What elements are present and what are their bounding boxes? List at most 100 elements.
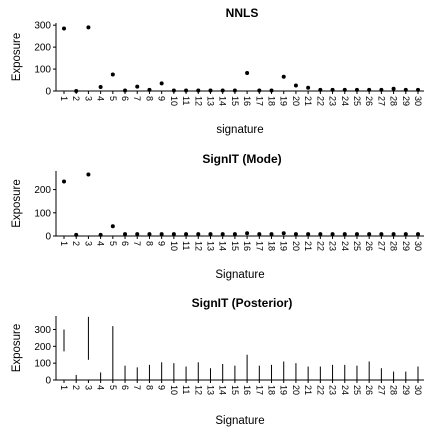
panel-title: SignIT (Mode) <box>202 152 281 166</box>
x-tick-label: 28 <box>389 241 399 251</box>
data-point <box>257 88 262 93</box>
x-tick-label: 24 <box>340 385 350 395</box>
data-point <box>293 232 298 237</box>
data-point <box>171 232 176 237</box>
x-tick-label: 19 <box>279 385 289 395</box>
x-tick-label: 20 <box>291 385 301 395</box>
x-tick-label: 18 <box>267 96 277 106</box>
x-tick-label: 1 <box>59 241 69 246</box>
x-tick-label: 6 <box>120 385 130 390</box>
data-point <box>342 232 347 237</box>
x-tick-label: 21 <box>303 96 313 106</box>
x-tick-label: 12 <box>193 96 203 106</box>
y-tick-label: 100 <box>34 359 51 370</box>
x-tick-label: 29 <box>401 385 411 395</box>
y-tick-label: 300 <box>34 21 51 32</box>
x-tick-label: 25 <box>352 385 362 395</box>
data-point <box>416 232 420 237</box>
x-tick-label: 18 <box>267 385 277 395</box>
x-tick-label: 9 <box>157 96 167 101</box>
y-axis-title: Exposure <box>11 33 23 82</box>
x-tick-label: 14 <box>218 385 228 395</box>
y-tick-label: 0 <box>45 376 51 387</box>
x-tick-label: 27 <box>376 96 386 106</box>
data-point <box>220 88 225 93</box>
x-tick-label: 11 <box>181 241 191 250</box>
x-tick-label: 26 <box>364 96 374 106</box>
x-tick-label: 18 <box>267 241 277 251</box>
x-tick-label: 2 <box>71 385 81 390</box>
x-tick-label: 20 <box>291 96 301 106</box>
data-point <box>110 72 115 77</box>
y-tick-label: 300 <box>34 325 51 336</box>
data-point <box>367 232 372 237</box>
x-tick-label: 10 <box>169 96 179 106</box>
x-tick-label: 27 <box>376 241 386 251</box>
x-tick-label: 17 <box>254 241 264 251</box>
x-tick-label: 11 <box>181 385 191 394</box>
data-point <box>318 87 323 92</box>
x-tick-label: 5 <box>108 241 118 246</box>
x-tick-label: 7 <box>132 385 142 390</box>
x-tick-label: 8 <box>144 241 154 246</box>
data-point <box>135 232 140 237</box>
x-tick-label: 5 <box>108 96 118 101</box>
x-tick-label: 13 <box>205 241 215 251</box>
data-point <box>342 87 347 92</box>
data-point <box>147 87 152 92</box>
data-point <box>391 86 396 91</box>
data-point <box>379 87 384 92</box>
x-tick-label: 19 <box>279 241 289 251</box>
data-point <box>330 232 335 237</box>
x-tick-label: 16 <box>242 385 252 395</box>
x-tick-label: 27 <box>376 385 386 395</box>
x-tick-label: 14 <box>218 96 228 106</box>
x-tick-label: 26 <box>364 241 374 251</box>
x-tick-label: 22 <box>315 96 325 106</box>
data-point <box>354 232 359 237</box>
x-tick-label: 3 <box>83 96 93 101</box>
x-tick-label: 22 <box>315 385 325 395</box>
x-tick-label: 13 <box>205 385 215 395</box>
x-tick-label: 14 <box>218 241 228 251</box>
data-point <box>135 84 140 89</box>
panel-title: SignIT (Posterior) <box>192 296 293 310</box>
y-tick-label: 200 <box>34 185 51 196</box>
data-point <box>245 231 250 236</box>
x-tick-label: 6 <box>120 241 130 246</box>
data-point <box>123 88 128 93</box>
x-tick-label: 26 <box>364 385 374 395</box>
x-tick-label: 16 <box>242 96 252 106</box>
panel-title: NNLS <box>226 6 259 20</box>
x-tick-label: 1 <box>59 96 69 101</box>
x-tick-label: 9 <box>157 385 167 390</box>
x-tick-label: 5 <box>108 385 118 390</box>
x-tick-label: 25 <box>352 96 362 106</box>
x-tick-label: 24 <box>340 241 350 251</box>
data-point <box>403 87 408 92</box>
x-tick-label: 29 <box>401 96 411 106</box>
data-point <box>232 232 237 237</box>
x-tick-label: 15 <box>230 241 240 251</box>
x-tick-label: 8 <box>144 385 154 390</box>
x-tick-label: 19 <box>279 96 289 106</box>
data-point <box>257 232 262 237</box>
y-axis-title: Exposure <box>11 179 23 228</box>
x-axis-title: signature <box>216 124 263 136</box>
data-point <box>208 232 213 237</box>
x-tick-label: 21 <box>303 241 313 251</box>
data-point <box>98 85 103 90</box>
x-tick-label: 24 <box>340 96 350 106</box>
x-tick-label: 23 <box>328 241 338 251</box>
data-point <box>62 26 66 31</box>
data-point <box>318 232 323 237</box>
x-tick-label: 29 <box>401 241 411 251</box>
data-point <box>232 88 237 93</box>
data-point <box>86 172 91 177</box>
x-tick-label: 8 <box>144 96 154 101</box>
y-tick-label: 200 <box>34 342 51 353</box>
x-tick-label: 17 <box>254 385 264 395</box>
